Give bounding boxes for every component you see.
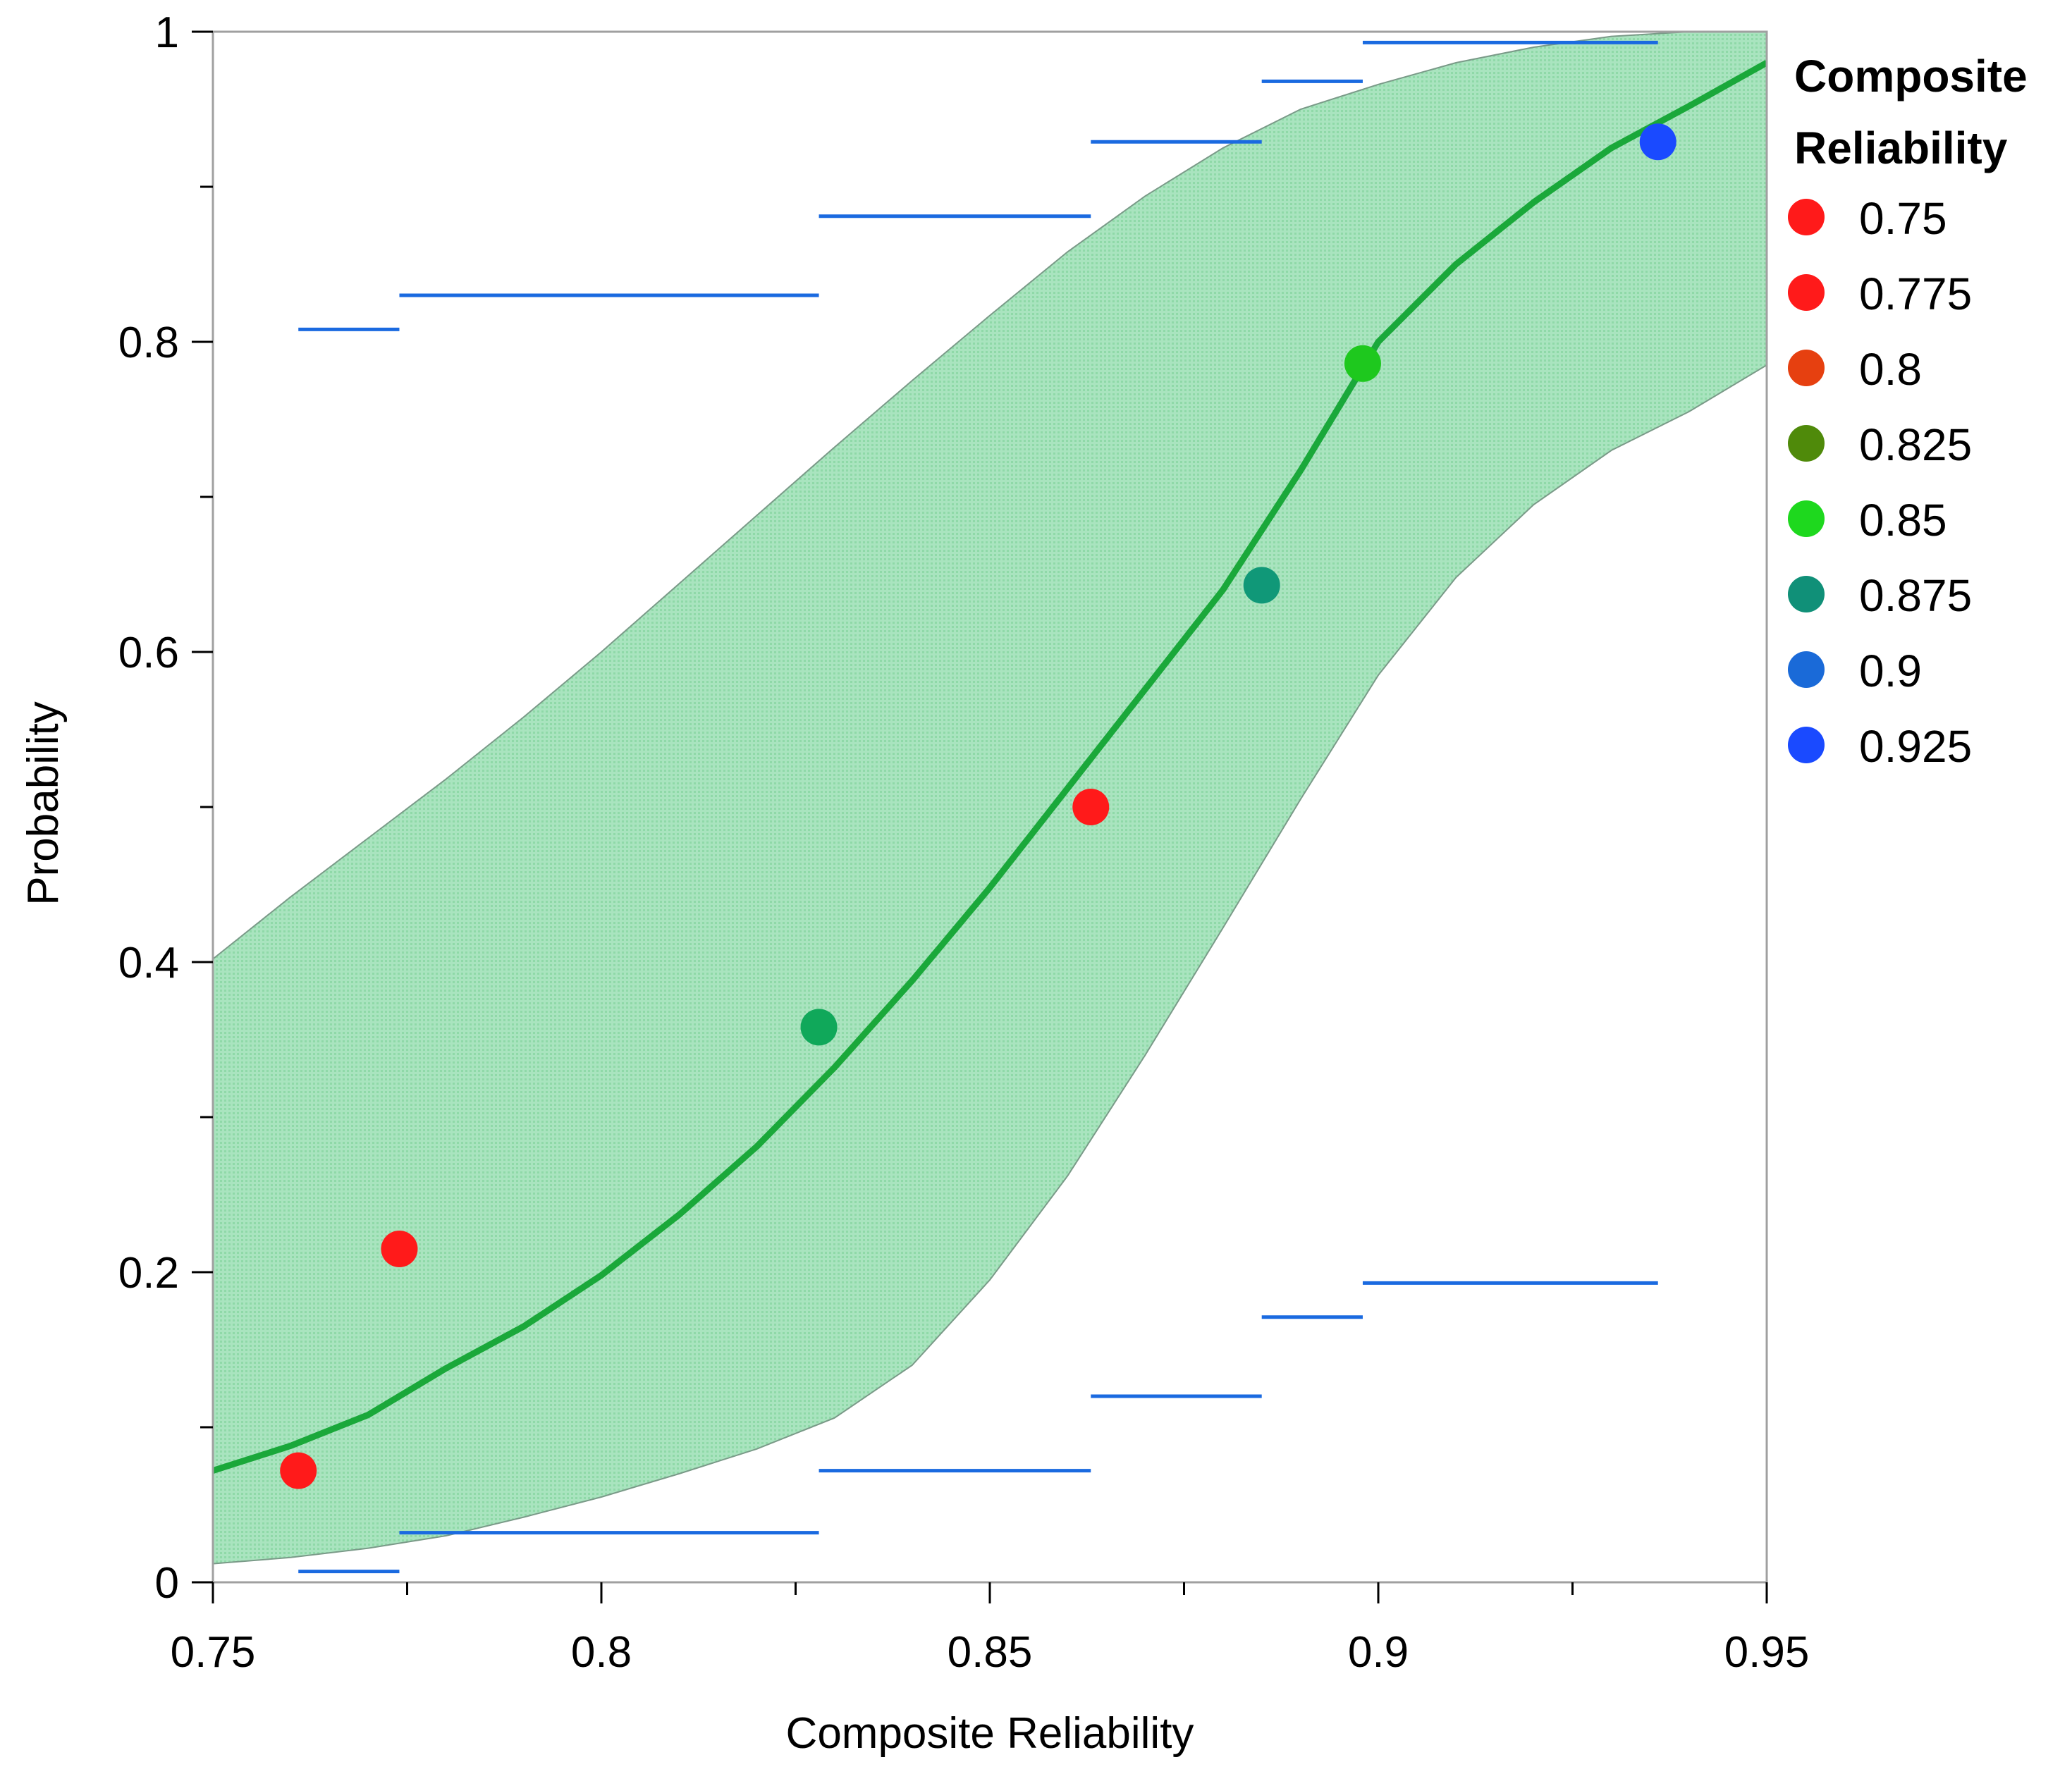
legend-marker (1788, 651, 1825, 688)
y-tick-label: 0.6 (118, 629, 179, 677)
data-point (1072, 789, 1110, 825)
x-tick-label: 0.75 (171, 1628, 256, 1677)
data-point (280, 1452, 317, 1489)
data-point (800, 1009, 838, 1046)
legend-label: 0.75 (1859, 193, 1947, 244)
y-tick-label: 0.8 (118, 319, 179, 367)
x-axis-title: Composite Reliability (786, 1709, 1194, 1758)
legend-marker (1788, 350, 1825, 386)
x-tick-label: 0.8 (571, 1628, 632, 1677)
legend-title-line-1: Composite (1794, 51, 2028, 101)
legend-label: 0.875 (1859, 570, 1972, 621)
x-tick-label: 0.85 (948, 1628, 1033, 1677)
data-point (1344, 345, 1381, 382)
y-tick-label: 0.4 (118, 939, 179, 987)
legend-label: 0.775 (1859, 269, 1972, 319)
confidence-band (213, 32, 1767, 1565)
fit-curve (213, 60, 1767, 1474)
legend-title-line-2: Reliability (1794, 123, 2008, 173)
legend-label: 0.8 (1859, 344, 1922, 395)
legend-marker (1788, 727, 1825, 763)
x-axis: 0.75 0.8 0.85 0.9 0.95 (171, 1582, 1810, 1677)
legend-marker (1788, 500, 1825, 537)
y-tick-label: 0.2 (118, 1249, 179, 1298)
legend-label: 0.9 (1859, 646, 1922, 696)
legend-label: 0.825 (1859, 419, 1972, 470)
legend-marker (1788, 274, 1825, 311)
x-tick-label: 0.9 (1348, 1628, 1409, 1677)
data-point (1639, 123, 1676, 161)
y-axis-title: Probability (19, 701, 68, 905)
legend-marker (1788, 425, 1825, 462)
x-tick-label: 0.95 (1724, 1628, 1810, 1677)
legend-marker (1788, 199, 1825, 235)
legend-label: 0.85 (1859, 495, 1947, 546)
legend-label: 0.925 (1859, 721, 1972, 772)
data-point (1243, 567, 1280, 604)
y-axis: 0 0.2 0.4 0.6 0.8 1 (118, 8, 213, 1608)
legend: Composite Reliability 0.75 0.775 0.8 0.825 0… (1788, 51, 2028, 772)
legend-marker (1788, 576, 1825, 612)
y-tick-label: 1 (155, 8, 179, 57)
y-tick-label: 0 (155, 1559, 179, 1608)
data-point (381, 1231, 418, 1267)
